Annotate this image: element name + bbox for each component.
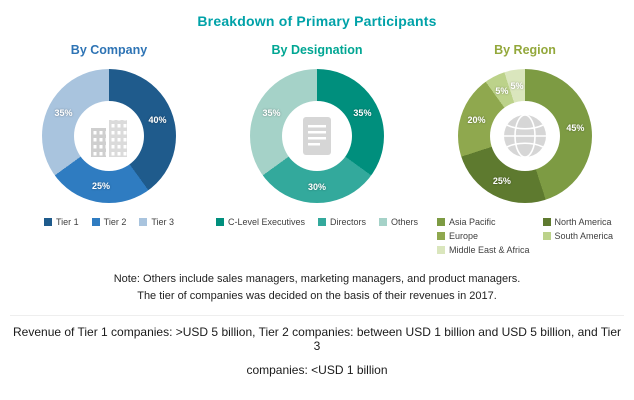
legend-swatch <box>215 218 224 226</box>
legend-swatch <box>436 218 445 226</box>
donut-chart: 45% 25% 20% 5% 5% <box>458 69 592 203</box>
legend-item: Europe <box>436 231 478 241</box>
chart-by-region: By Region 45% 25% 20% 5% 5% Asia Pacific Nort… <box>425 43 625 255</box>
segment-value-label: 45% <box>566 123 585 134</box>
legend-item: Tier 3 <box>139 217 174 227</box>
legend-swatch <box>318 218 327 226</box>
legend-item: Tier 1 <box>43 217 79 227</box>
segment-value-label: 5% <box>495 85 509 96</box>
segment-value-label: 25% <box>492 176 511 187</box>
document-icon <box>299 115 335 157</box>
note-text: Note: Others include sales managers, mar… <box>12 271 622 305</box>
page-title: Breakdown of Primary Participants <box>197 13 437 29</box>
donut-hole <box>74 101 144 171</box>
legend-label: Tier 3 <box>151 217 174 227</box>
legend-swatch <box>91 218 100 226</box>
revenue-line-1: Revenue of Tier 1 companies: >USD 5 bill… <box>13 325 621 354</box>
segment-value-label: 35% <box>54 107 73 118</box>
legend-item: Middle East & Africa <box>436 245 530 255</box>
legend-label: North America <box>554 217 612 227</box>
legend-swatch <box>43 218 52 226</box>
chart-title: By Region <box>494 43 556 57</box>
donut-chart: 35% 30% 35% <box>250 69 384 203</box>
legend: Tier 1 Tier 2 Tier 3 <box>43 217 174 227</box>
legend-label: Middle East & Africa <box>448 245 530 255</box>
legend-item: C-Level Executives <box>215 217 306 227</box>
donut-hole <box>282 101 352 171</box>
legend-swatch <box>436 232 445 240</box>
note-line-2: The tier of companies was decided on the… <box>137 290 497 303</box>
segment-value-label: 25% <box>92 181 111 192</box>
legend-item: North America <box>542 217 612 227</box>
legend-item: Tier 2 <box>91 217 127 227</box>
legend-item: South America <box>542 231 614 241</box>
segment-value-label: 40% <box>148 115 167 126</box>
legend-label: Tier 1 <box>55 217 79 227</box>
legend: Asia Pacific North America Europe South Ame… <box>436 217 614 255</box>
globe-icon <box>501 112 549 160</box>
segment-value-label: 5% <box>510 80 524 91</box>
legend-swatch <box>379 218 388 226</box>
revenue-line-2: companies: <USD 1 billion <box>246 363 388 378</box>
legend-label: Others <box>391 217 419 227</box>
segment-value-label: 30% <box>307 182 327 192</box>
legend-label: South America <box>554 231 614 241</box>
legend-item: Asia Pacific <box>436 217 496 227</box>
legend-label: Europe <box>448 231 478 241</box>
donut-chart: 40% 25% 35% <box>42 69 176 203</box>
note-line-1: Note: Others include sales managers, mar… <box>113 273 521 285</box>
building-icon <box>86 115 132 157</box>
legend-label: Asia Pacific <box>448 217 496 227</box>
chart-title: By Designation <box>271 43 363 57</box>
legend: C-Level Executives Directors Others <box>215 217 418 227</box>
segment-value-label: 35% <box>353 107 372 118</box>
legend-item: Others <box>379 217 418 227</box>
charts-row: By Company 40% 25% 35% Tier 1 Tier 2 Tier 3 … <box>0 43 634 255</box>
segment-value-label: 35% <box>262 107 281 118</box>
segment-value-label: 20% <box>467 115 486 126</box>
legend-label: C-Level Executives <box>227 217 306 227</box>
chart-by-company: By Company 40% 25% 35% Tier 1 Tier 2 Tier 3 <box>9 43 209 255</box>
chart-title: By Company <box>70 43 148 57</box>
legend-swatch <box>542 218 551 226</box>
legend-label: Tier 2 <box>103 217 127 227</box>
legend-swatch <box>436 246 445 254</box>
legend-label: Directors <box>330 217 367 227</box>
chart-by-designation: By Designation 35% 30% 35% C-Level Executi… <box>215 43 418 255</box>
revenue-note: Revenue of Tier 1 companies: >USD 5 bill… <box>10 315 624 377</box>
legend-item: Directors <box>318 217 366 227</box>
legend-swatch <box>139 218 148 226</box>
donut-hole <box>490 101 560 171</box>
legend-swatch <box>542 232 551 240</box>
